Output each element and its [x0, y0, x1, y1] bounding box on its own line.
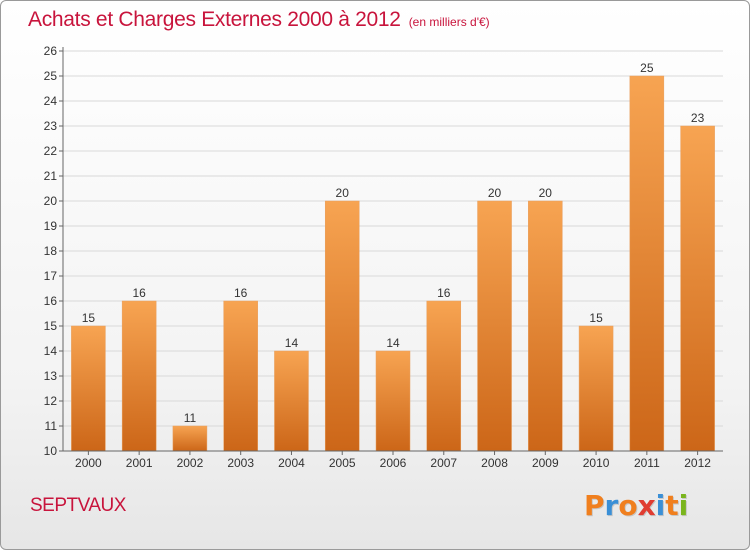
- x-tick-label: 2003: [227, 456, 254, 470]
- logo-letter: P: [584, 489, 605, 522]
- y-tick-label: 10: [44, 444, 58, 458]
- data-label: 14: [386, 336, 400, 350]
- bar-2011: [629, 75, 665, 452]
- x-tick-label: 2002: [177, 456, 204, 470]
- y-tick-label: 14: [44, 344, 58, 358]
- x-tick-label: 2004: [278, 456, 305, 470]
- bar-2000: [71, 325, 106, 452]
- bar-2008: [477, 200, 512, 452]
- bar-2004: [274, 350, 309, 452]
- data-label: 11: [184, 411, 197, 425]
- x-tick-label: 2001: [126, 456, 153, 470]
- logo-letter: i: [655, 489, 666, 522]
- grid-lines: [63, 50, 723, 427]
- data-label: 25: [640, 61, 654, 75]
- y-tick-label: 24: [44, 94, 58, 108]
- data-label: 15: [589, 311, 603, 325]
- logo-letter: x: [637, 489, 656, 522]
- y-tick-label: 25: [44, 69, 58, 83]
- chart-title: Achats et Charges Externes 2000 à 2012 (e…: [28, 8, 490, 32]
- x-tick-label: 2008: [481, 456, 508, 470]
- data-label: 20: [539, 186, 553, 200]
- x-tick-label: 2012: [684, 456, 711, 470]
- x-tick-label: 2000: [75, 456, 102, 470]
- commune-name: SEPTVAUX: [30, 495, 126, 516]
- y-tick-label: 12: [44, 394, 58, 408]
- y-tick-label: 16: [44, 294, 58, 308]
- logo-letter: i: [678, 489, 689, 522]
- data-label: 15: [82, 311, 96, 325]
- logo-letter: r: [604, 489, 619, 522]
- y-tick-label: 13: [44, 369, 58, 383]
- chart-title-text: Achats et Charges Externes 2000 à 2012: [28, 8, 401, 31]
- data-label: 16: [437, 286, 451, 300]
- data-label: 16: [132, 286, 146, 300]
- proxiti-logo: Proxiti: [584, 489, 688, 522]
- data-label: 20: [336, 186, 350, 200]
- y-tick-label: 19: [44, 219, 58, 233]
- bar-2005: [324, 200, 360, 452]
- bar-2007: [426, 300, 462, 452]
- x-tick-label: 2010: [583, 456, 610, 470]
- chart-subtitle: (en milliers d'€): [408, 15, 490, 29]
- y-tick-label: 18: [44, 244, 58, 258]
- y-tick-label: 22: [44, 144, 58, 158]
- y-tick-label: 15: [44, 319, 58, 333]
- data-label: 20: [488, 186, 502, 200]
- bar-2003: [223, 300, 258, 452]
- bar-2012: [680, 125, 715, 452]
- data-label: 16: [234, 286, 248, 300]
- logo-letter: t: [665, 489, 679, 522]
- x-tick-label: 2006: [380, 456, 407, 470]
- logo-letter: o: [618, 489, 638, 522]
- data-label: 14: [285, 336, 299, 350]
- x-tick-label: 2007: [430, 456, 457, 470]
- axes: 10 11 12 13 14 15 16 17 18 19 20 21 22 23 24 25 26 2000 20…: [44, 44, 723, 470]
- x-tick-label: 2009: [532, 456, 559, 470]
- bar-2006: [375, 350, 411, 452]
- data-label: 23: [691, 111, 705, 125]
- bar-2002: [172, 425, 208, 452]
- bar-2010: [578, 325, 614, 452]
- data-labels: 15 16 11 16 14 20 14 16 20 20 15 25 23: [82, 61, 705, 425]
- y-tick-label: 11: [45, 419, 58, 433]
- x-tick-label: 2011: [634, 456, 660, 470]
- x-tick-label: 2005: [329, 456, 356, 470]
- y-tick-label: 21: [44, 169, 58, 183]
- y-tick-label: 17: [44, 269, 58, 283]
- y-tick-label: 26: [44, 44, 58, 58]
- bar-2009: [528, 200, 563, 452]
- bars: [71, 75, 715, 452]
- y-tick-label: 20: [44, 194, 58, 208]
- bar-2001: [121, 300, 157, 452]
- y-tick-label: 23: [44, 119, 58, 133]
